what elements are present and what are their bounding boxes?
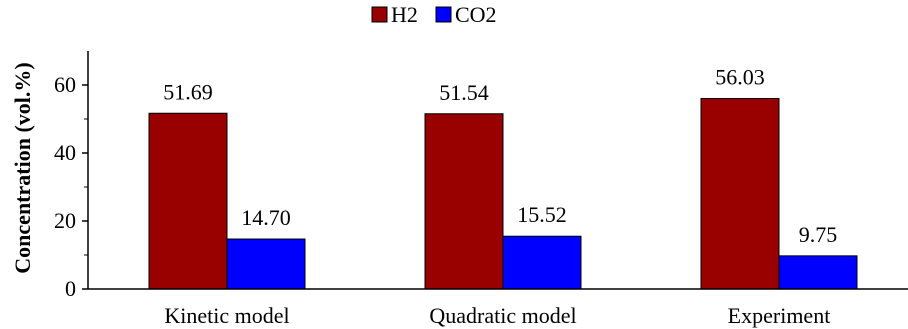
legend-swatch-co2 xyxy=(435,6,452,23)
legend-label-co2: CO2 xyxy=(455,2,497,27)
category-label: Experiment xyxy=(728,303,831,328)
bars xyxy=(148,97,858,290)
legend-swatch-h2 xyxy=(371,6,388,23)
y-tick-label: 20 xyxy=(54,208,76,233)
legend-label-h2: H2 xyxy=(391,2,418,27)
category-label: Kinetic model xyxy=(164,303,289,328)
data-label-h2-2: 56.03 xyxy=(715,64,765,89)
data-labels: 51.69 14.70 51.54 15.52 56.03 9.75 xyxy=(163,64,837,246)
bar-h2-2 xyxy=(700,97,780,290)
data-label-h2-1: 51.54 xyxy=(439,80,489,105)
legend: H2 CO2 xyxy=(371,2,497,27)
data-label-co2-1: 15.52 xyxy=(517,202,567,227)
data-label-co2-2: 9.75 xyxy=(799,222,838,247)
data-label-co2-0: 14.70 xyxy=(241,205,291,230)
y-axis-title: Concentration (vol.%) xyxy=(10,62,35,273)
bar-h2-0 xyxy=(148,112,228,290)
y-axis-ticks: 0 20 40 60 xyxy=(54,72,88,301)
bar-co2-2 xyxy=(778,255,858,290)
y-tick-label: 0 xyxy=(65,276,76,301)
data-label-h2-0: 51.69 xyxy=(163,79,213,104)
y-tick-label: 40 xyxy=(54,140,76,165)
category-label: Quadratic model xyxy=(429,303,576,328)
y-tick-label: 60 xyxy=(54,72,76,97)
bar-co2-1 xyxy=(502,235,582,290)
bar-h2-1 xyxy=(424,113,504,290)
bar-co2-0 xyxy=(226,238,306,290)
category-labels: Kinetic model Quadratic model Experiment xyxy=(164,303,830,328)
